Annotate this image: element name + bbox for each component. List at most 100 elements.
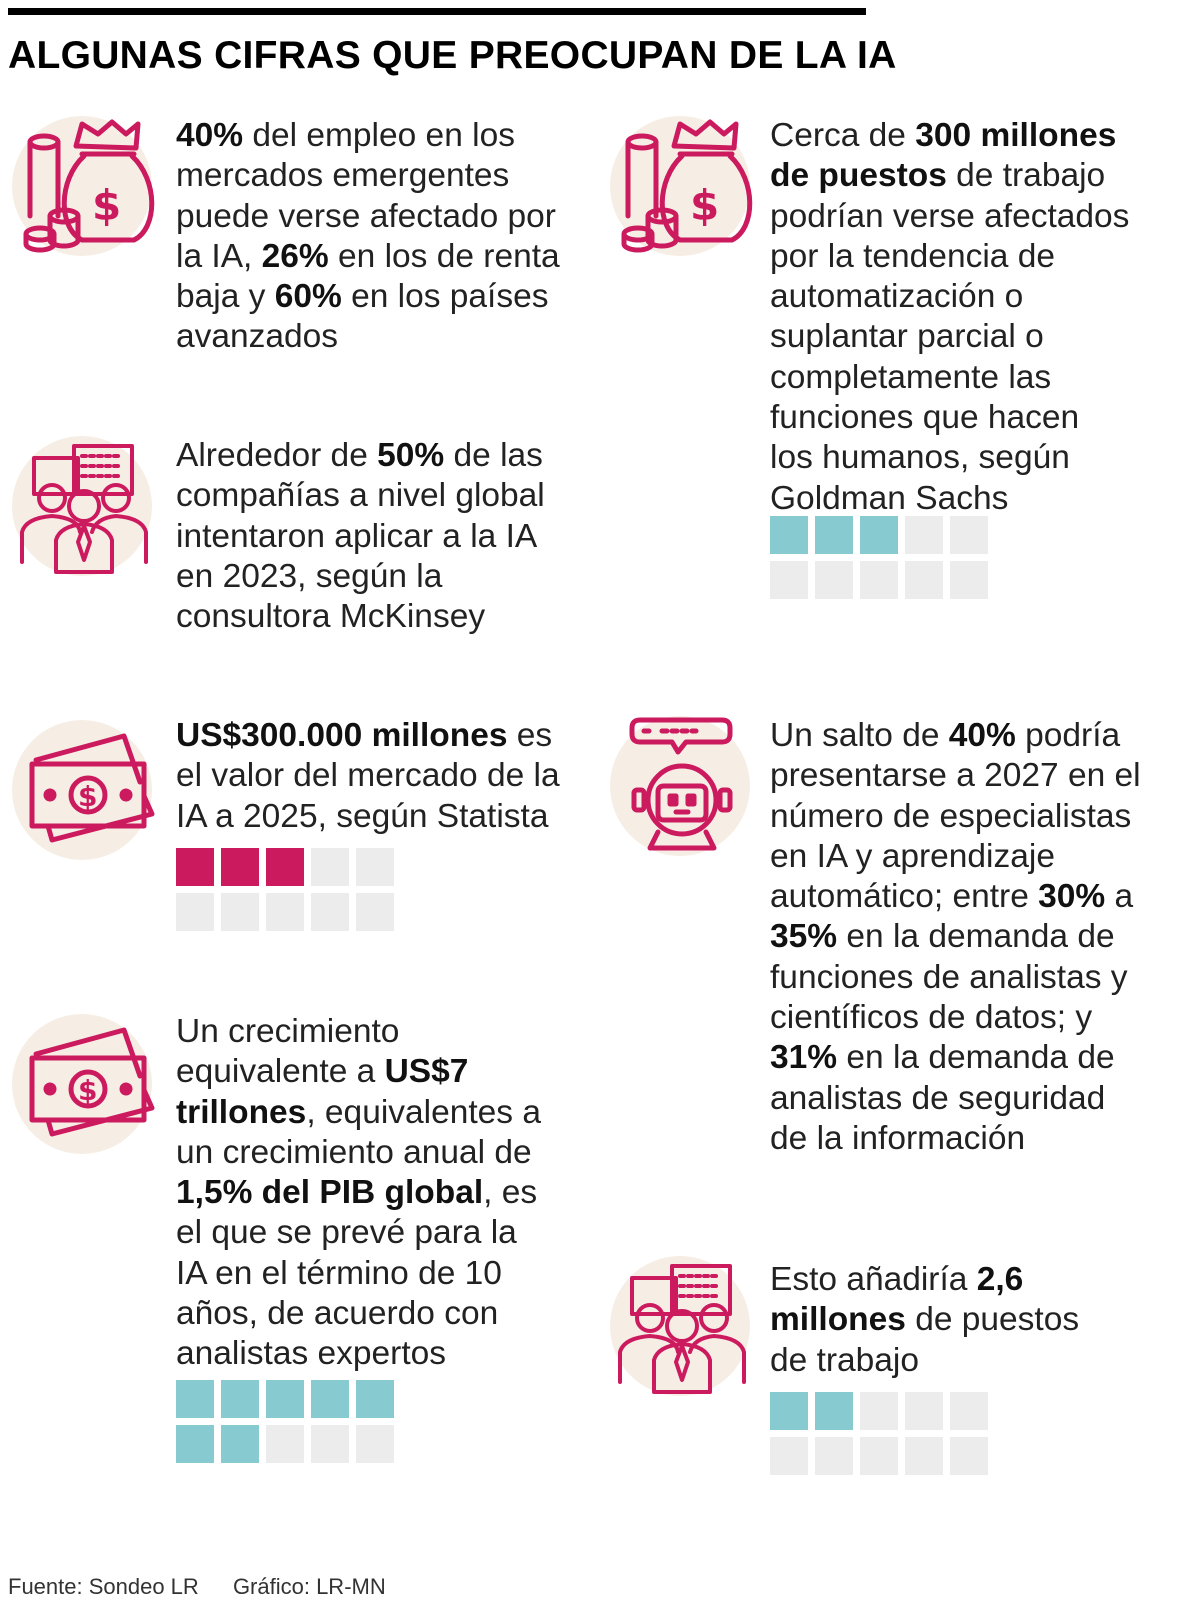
text-run: un crecimiento anual de xyxy=(176,1133,532,1171)
grid-cell-filled xyxy=(266,1380,304,1418)
stat-text-anadiria: Esto añadiría 2,6 millones de puestos de t… xyxy=(770,1260,1079,1381)
text-run: presentarse a 2027 en el xyxy=(770,757,1141,795)
highlight-figure: 30% xyxy=(1038,878,1106,916)
highlight-figure: 26% xyxy=(261,237,329,275)
text-run: por la tendencia de xyxy=(770,237,1055,275)
text-line: un crecimiento anual de xyxy=(176,1133,541,1173)
grid-cell-filled xyxy=(815,516,853,554)
highlight-figure: 60% xyxy=(274,278,342,316)
text-line: analistas de seguridad xyxy=(770,1079,1141,1119)
highlight-figure: trillones xyxy=(176,1093,307,1131)
text-line: científicos de datos; y xyxy=(770,998,1141,1038)
text-run: podrían verse afectados xyxy=(770,197,1130,235)
text-run: años, de acuerdo con xyxy=(176,1295,499,1333)
text-line: trillones, equivalentes a xyxy=(176,1093,541,1133)
text-run: Cerca de xyxy=(770,117,916,154)
text-run: equivalente a xyxy=(176,1053,385,1091)
highlight-figure: 2,6 xyxy=(976,1261,1024,1298)
text-run: Goldman Sachs xyxy=(770,479,1009,517)
text-line: completamente las xyxy=(770,358,1129,398)
source-credit: Fuente: Sondeo LR xyxy=(8,1574,199,1599)
text-line: intentaron aplicar a la IA xyxy=(176,517,545,557)
text-line: 40% del empleo en los xyxy=(176,116,560,156)
text-line: la IA, 26% en los de renta xyxy=(176,237,560,277)
text-run: compañías a nivel global xyxy=(176,477,545,515)
grid-cell-filled xyxy=(221,1425,259,1463)
text-run: funciones de analistas y xyxy=(770,958,1128,996)
text-run: el que se prevé para la xyxy=(176,1214,517,1252)
text-line: funciones de analistas y xyxy=(770,958,1141,998)
text-line: años, de acuerdo con xyxy=(176,1294,541,1334)
text-line: podrían verse afectados xyxy=(770,197,1129,237)
text-run: analistas de seguridad xyxy=(770,1079,1106,1117)
text-run: suplantar parcial o xyxy=(770,318,1044,356)
business-team-icon xyxy=(12,436,152,576)
grid-cell-filled xyxy=(311,1380,349,1418)
text-line: equivalente a US$7 xyxy=(176,1052,541,1092)
svg-text:$: $ xyxy=(690,181,719,230)
robot-chat-icon xyxy=(610,716,750,856)
text-line: Un crecimiento xyxy=(176,1012,541,1052)
text-line: de la información xyxy=(770,1119,1141,1159)
text-run: automatización o xyxy=(770,278,1024,316)
stat-text-empleo: 40% del empleo en los mercados emergentes… xyxy=(176,116,560,358)
svg-text:$: $ xyxy=(78,1074,97,1107)
text-run: de trabajo xyxy=(946,157,1106,195)
text-run: de la información xyxy=(770,1119,1026,1157)
grid-cell-empty xyxy=(770,561,808,599)
text-run: Un salto de xyxy=(770,717,949,754)
grid-cell-empty xyxy=(860,1437,898,1475)
text-run: a xyxy=(1105,878,1134,916)
text-run: los humanos, según xyxy=(770,439,1070,477)
text-run: mercados emergentes xyxy=(176,157,510,195)
text-line: suplantar parcial o xyxy=(770,317,1129,357)
text-run: podría xyxy=(1015,717,1121,754)
grid-cell-empty xyxy=(266,1425,304,1463)
grid-cell-empty xyxy=(311,1425,349,1463)
highlight-figure: 40% xyxy=(176,117,244,154)
grid-cell-empty xyxy=(860,1392,898,1430)
grid-cell-empty xyxy=(905,516,943,554)
text-run: Un crecimiento xyxy=(176,1013,400,1050)
progress-grid-puestos xyxy=(770,516,988,599)
graphic-credit: Gráfico: LR-MN xyxy=(232,1574,386,1599)
text-run: funciones que hacen xyxy=(770,399,1080,437)
grid-cell-empty xyxy=(815,561,853,599)
footer: Fuente: Sondeo LR Gráfico: LR-MN xyxy=(8,1574,386,1600)
highlight-figure: 31% xyxy=(770,1039,838,1077)
text-line: automático; entre 30% a xyxy=(770,877,1141,917)
text-line: Cerca de 300 millones xyxy=(770,116,1129,156)
text-run: en los de renta xyxy=(328,237,560,275)
banknote-icon: $ xyxy=(12,720,155,860)
text-line: de trabajo xyxy=(770,1341,1079,1381)
text-line: por la tendencia de xyxy=(770,237,1129,277)
text-line: compañías a nivel global xyxy=(176,476,545,516)
grid-cell-filled xyxy=(815,1392,853,1430)
text-line: US$300.000 millones es xyxy=(176,716,560,756)
highlight-figure: de puestos xyxy=(770,157,947,195)
text-line: en 2023, según la xyxy=(176,557,545,597)
grid-cell-empty xyxy=(815,1437,853,1475)
text-line: el que se prevé para la xyxy=(176,1213,541,1253)
highlight-figure: 40% xyxy=(948,717,1016,754)
text-run: en 2023, según la xyxy=(176,557,443,595)
text-run: en IA y aprendizaje xyxy=(770,837,1055,875)
text-line: analistas expertos xyxy=(176,1334,541,1374)
grid-cell-filled xyxy=(770,516,808,554)
text-run: la IA, xyxy=(176,237,262,275)
text-line: 35% en la demanda de xyxy=(770,917,1141,957)
stat-text-crecimiento: Un crecimiento equivalente a US$7 trillone… xyxy=(176,1012,541,1375)
text-line: funciones que hacen xyxy=(770,398,1129,438)
text-line: mercados emergentes xyxy=(176,156,560,196)
text-line: avanzados xyxy=(176,317,560,357)
highlight-figure: 35% xyxy=(770,918,838,956)
progress-grid-anadiria xyxy=(770,1392,988,1475)
text-run: Alrededor de xyxy=(176,437,378,474)
top-rule xyxy=(8,8,866,15)
text-line: automatización o xyxy=(770,277,1129,317)
text-run: IA a 2025, según Statista xyxy=(176,797,549,835)
grid-cell-empty xyxy=(770,1437,808,1475)
grid-cell-empty xyxy=(860,561,898,599)
grid-cell-empty xyxy=(266,893,304,931)
text-line: IA en el término de 10 xyxy=(176,1254,541,1294)
